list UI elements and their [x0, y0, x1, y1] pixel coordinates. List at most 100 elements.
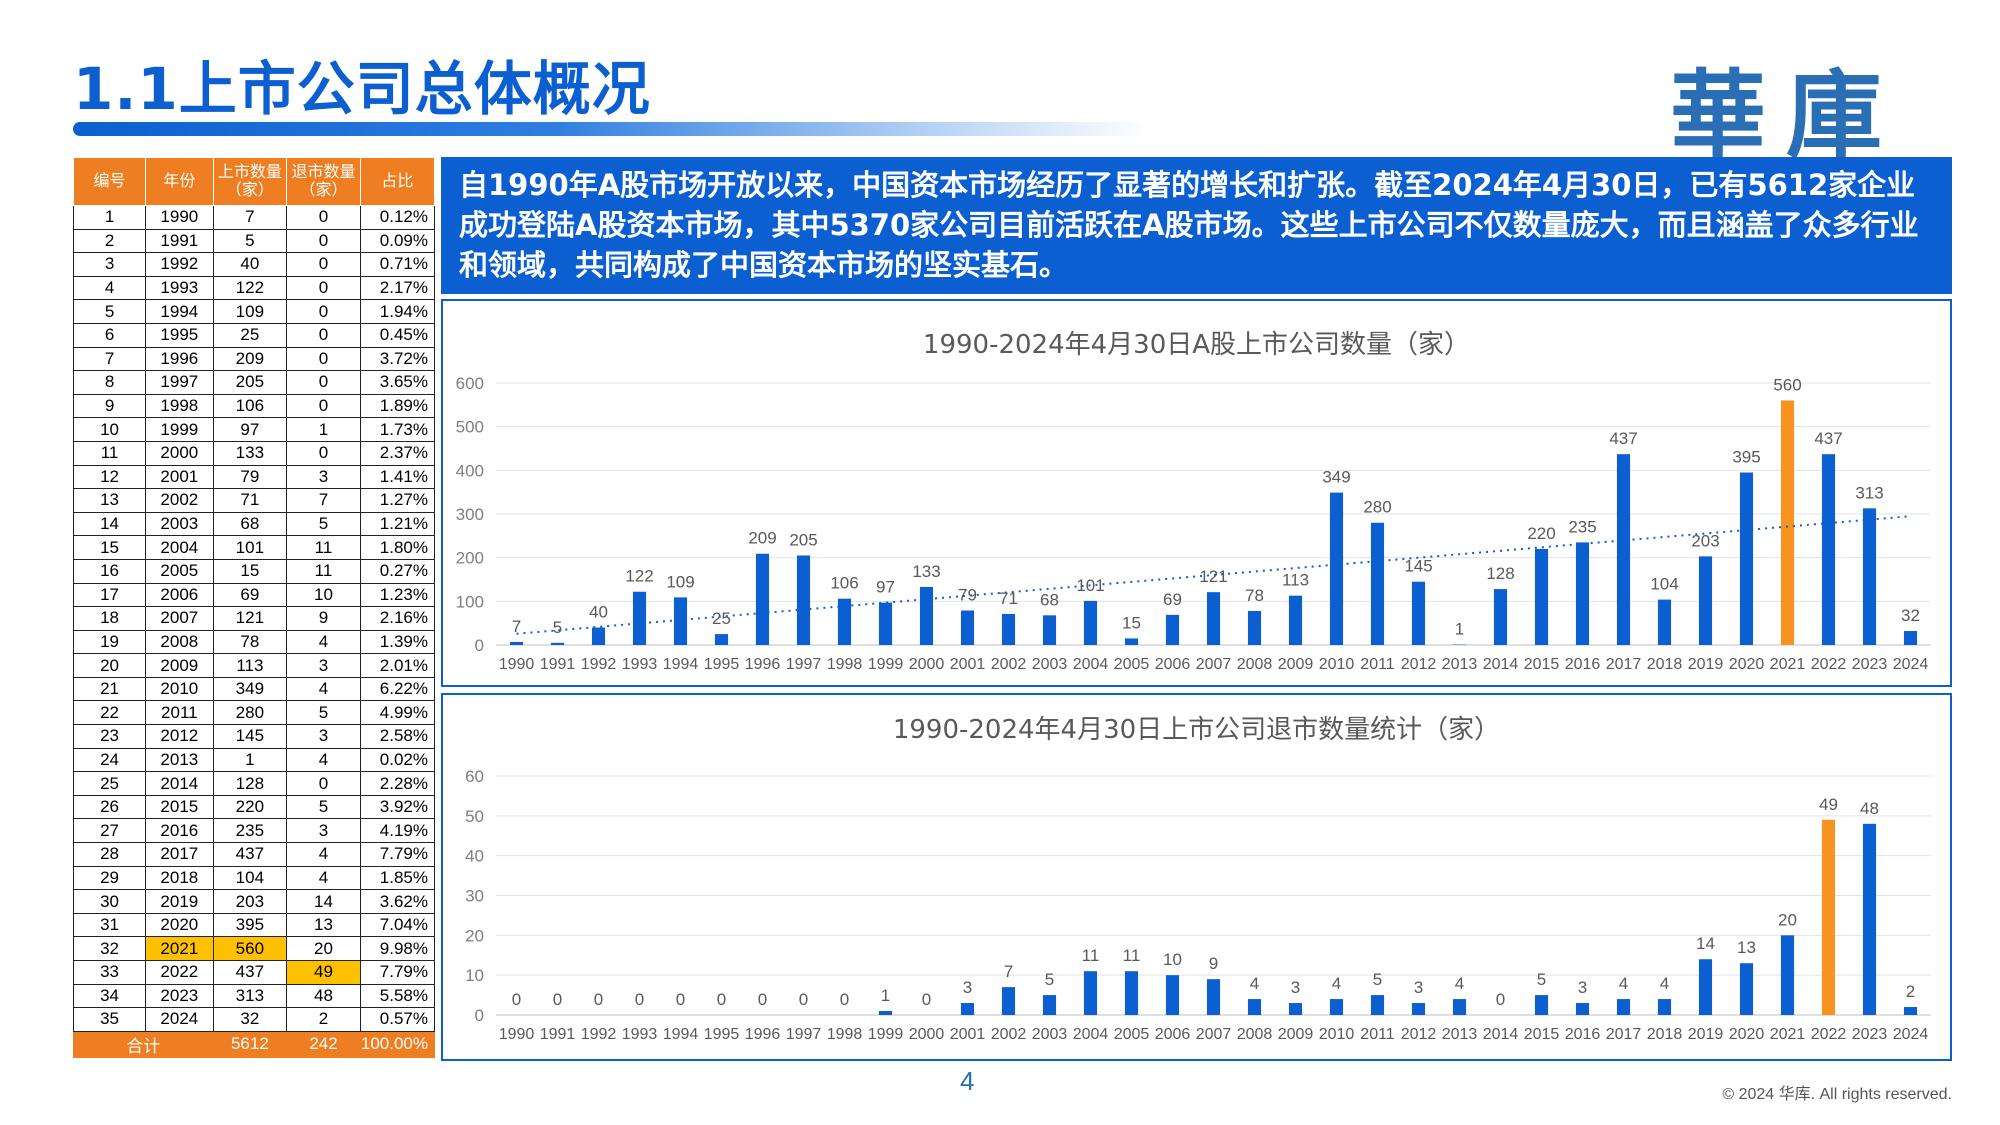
table-cell: 2002	[145, 488, 214, 513]
table-row: 28 2017 437 4 7.79%	[72, 842, 436, 867]
table-cell: 1.85%	[359, 865, 436, 891]
table-cell: 71	[212, 488, 288, 513]
table-cell: 13	[72, 488, 147, 513]
table-cell: 3	[286, 464, 361, 490]
bar	[1001, 613, 1016, 645]
x-tick-label: 2001	[950, 656, 986, 673]
table-cell: 1.23%	[359, 582, 436, 608]
table-cell: 16	[72, 558, 147, 584]
table-cell: 1996	[145, 346, 214, 372]
y-tick-label: 20	[465, 926, 484, 945]
data-label: 5	[1045, 970, 1054, 989]
table-cell: 1.27%	[359, 488, 436, 513]
x-tick-label: 2009	[1278, 656, 1314, 673]
x-tick-label: 1997	[786, 1026, 822, 1043]
table-cell: 20	[72, 653, 147, 678]
bar	[1247, 610, 1262, 645]
x-tick-label: 1993	[622, 1026, 658, 1043]
table-cell: 68	[212, 511, 288, 537]
table-cell: 1993	[145, 275, 214, 301]
table-cell: 0	[286, 252, 361, 277]
x-tick-label: 2017	[1606, 656, 1642, 673]
table-cell: 1.94%	[359, 299, 436, 324]
x-tick-label: 2020	[1729, 656, 1765, 673]
chart-title: 1990-2024年4月30日上市公司退市数量统计（家）	[893, 715, 1500, 745]
table-cell: 2011	[145, 700, 214, 726]
table-cell: 349	[212, 676, 288, 702]
table-cell: 2.28%	[359, 771, 436, 796]
table-cell: 78	[212, 629, 288, 655]
table-cell: 122	[212, 275, 288, 301]
data-label: 40	[589, 603, 608, 622]
bar	[878, 602, 893, 645]
table-cell: 14	[286, 889, 361, 914]
data-label: 280	[1363, 498, 1391, 517]
bar	[1411, 581, 1426, 645]
y-tick-label: 600	[456, 374, 484, 393]
table-cell: 10	[72, 417, 147, 442]
table-header-cell: 编号	[72, 157, 147, 206]
table-row: 20 2009 113 3 2.01%	[72, 653, 436, 678]
table-cell: 4	[286, 842, 361, 867]
table-row: 1 1990 7 0 0.12%	[72, 205, 436, 230]
table-cell: 2000	[145, 440, 214, 466]
bar	[1493, 589, 1508, 645]
data-label: 3	[963, 978, 972, 997]
bar	[1862, 508, 1877, 645]
table-cell: 1	[212, 747, 288, 773]
table-cell: 2018	[145, 865, 214, 891]
y-tick-label: 60	[465, 767, 484, 786]
bar	[1329, 492, 1344, 645]
table-row: 27 2016 235 3 4.19%	[72, 818, 436, 844]
table-cell: 1.39%	[359, 629, 436, 655]
bar	[1370, 522, 1385, 645]
bar	[1165, 614, 1180, 645]
bar	[1657, 999, 1672, 1015]
listing-count-chart-panel: 1990-2024年4月30日A股上市公司数量（家） 0 100 200 300 400 5…	[441, 299, 1952, 687]
table-cell: 437	[212, 842, 288, 867]
bar	[1083, 971, 1098, 1015]
bar	[550, 642, 565, 645]
table-cell: 2	[286, 1007, 361, 1032]
x-tick-label: 2010	[1319, 656, 1355, 673]
x-tick-label: 2017	[1606, 1026, 1642, 1043]
table-cell: 0.09%	[359, 228, 436, 254]
table-cell: 4.99%	[359, 700, 436, 726]
data-label: 104	[1650, 575, 1678, 594]
data-label: 69	[1163, 590, 1182, 609]
title-underline	[73, 122, 1148, 136]
table-cell: 24	[72, 747, 147, 773]
table-cell: 106	[212, 393, 288, 419]
table-cell: 12	[72, 464, 147, 490]
bar	[1862, 823, 1877, 1015]
x-tick-label: 2010	[1319, 1026, 1355, 1043]
table-cell: 0	[286, 440, 361, 466]
x-tick-label: 2012	[1401, 656, 1437, 673]
table-cell: 15	[72, 535, 147, 560]
data-label: 205	[789, 530, 817, 549]
table-cell: 0	[286, 205, 361, 230]
table-cell: 1.41%	[359, 464, 436, 490]
table-cell: 79	[212, 464, 288, 490]
table-total-cell: 100.00%	[359, 1030, 436, 1058]
data-label: 128	[1486, 564, 1514, 583]
data-label: 14	[1696, 934, 1715, 953]
table-cell: 31	[72, 912, 147, 938]
table-cell: 9	[72, 393, 147, 419]
table-cell: 209	[212, 346, 288, 372]
table-row: 26 2015 220 5 3.92%	[72, 794, 436, 820]
table-cell: 7.79%	[359, 960, 436, 985]
table-cell: 2005	[145, 558, 214, 584]
table-cell: 1991	[145, 228, 214, 254]
data-label: 3	[1414, 978, 1423, 997]
brand-logo: 華庫	[1670, 59, 1902, 172]
table-cell: 0.45%	[359, 322, 436, 348]
data-label: 5	[1373, 970, 1382, 989]
x-tick-label: 2015	[1524, 656, 1560, 673]
bar	[1780, 935, 1795, 1015]
table-cell: 2024	[145, 1007, 214, 1032]
table-cell: 30	[72, 889, 147, 914]
bar	[1739, 963, 1754, 1015]
x-tick-label: 2016	[1565, 1026, 1601, 1043]
table-cell: 20	[286, 936, 361, 961]
